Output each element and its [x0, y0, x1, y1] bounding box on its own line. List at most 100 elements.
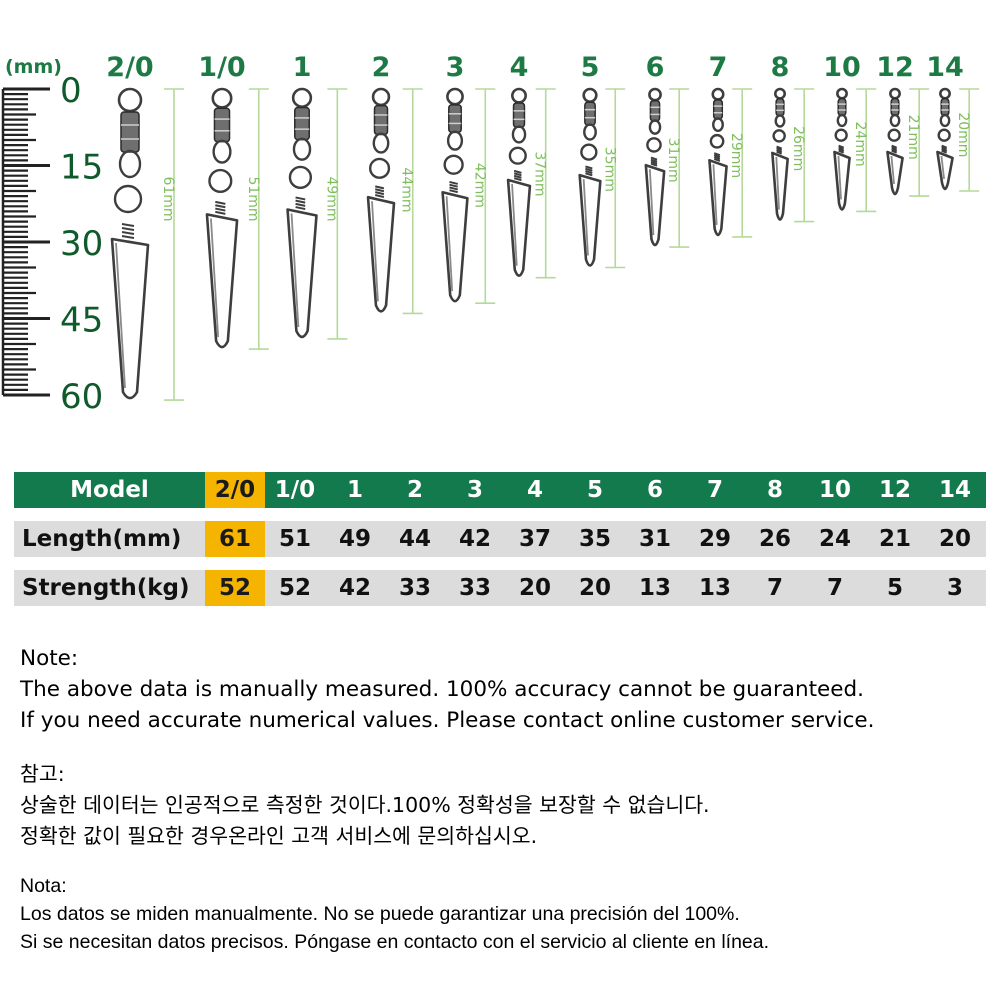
swivel-snap-icon: [886, 87, 904, 196]
swivel-snap-icon: [286, 87, 318, 339]
note-line: 정확한 값이 필요한 경우온라인 고객 서비스에 문의하십시오.: [20, 824, 538, 848]
dimension-line: [669, 88, 690, 248]
ruler-label: 0: [60, 71, 82, 111]
strength-cell: 42: [338, 575, 371, 601]
dimension-line: [164, 88, 184, 401]
measurement-label: 26mm: [790, 126, 806, 171]
spec-table: Model 2/0 1/0 1 2 3 4 5 6 7 8 10 12 14 Length(mm) 61…: [14, 472, 986, 606]
length-cell: 51: [278, 526, 311, 552]
length-label: Length(mm): [22, 526, 182, 552]
measurement-label: 24mm: [852, 122, 868, 167]
swivel-snap-icon: [833, 87, 851, 211]
measurement-label: 49mm: [323, 176, 339, 221]
size-label: 14: [926, 52, 964, 83]
strength-cell: 52: [278, 575, 311, 601]
model-cell: 8: [766, 477, 783, 503]
strength-cell: 3: [946, 575, 963, 601]
model-cell: 10: [818, 477, 851, 503]
dimension-line: [402, 88, 423, 315]
model-cell: 7: [706, 477, 723, 503]
dimension-line: [535, 88, 556, 279]
strength-cell: 7: [826, 575, 843, 601]
dimension-line: [605, 88, 626, 269]
dimension-line: [909, 88, 930, 197]
note-english: Note: The above data is manually measure…: [20, 643, 874, 736]
length-cell: 42: [458, 526, 491, 552]
measurement-label: 20mm: [955, 112, 971, 157]
size-label: 6: [646, 52, 665, 83]
length-cell: 31: [638, 526, 671, 552]
note-title: 참고:: [20, 762, 65, 786]
strength-label: Strength(kg): [22, 575, 190, 601]
model-cell: 5: [586, 477, 603, 503]
swivel-snap-icon: [110, 87, 150, 400]
model-cell: 14: [938, 477, 971, 503]
swivel-snap-icon: [644, 87, 666, 247]
length-cell: 26: [758, 526, 791, 552]
size-label: 3: [446, 52, 465, 83]
note-line: Si se necesitan datos precisos. Póngase …: [20, 931, 770, 953]
dimension-line: [732, 88, 753, 238]
strength-cell: 33: [398, 575, 431, 601]
strength-cell: 33: [458, 575, 491, 601]
dimension-line: [248, 88, 269, 350]
swivel-snap-icon: [708, 87, 728, 237]
measurement-label: 29mm: [728, 133, 744, 178]
dimension-line: [856, 88, 877, 213]
note-line: 상술한 데이터는 인공적으로 측정한 것이다.100% 정확성을 보장할 수 없…: [20, 793, 710, 817]
model-cell: 3: [466, 477, 483, 503]
length-cell: 20: [938, 526, 971, 552]
model-cell: 2/0: [205, 472, 265, 508]
note-korean: 참고: 상술한 데이터는 인공적으로 측정한 것이다.100% 정확성을 보장할…: [20, 759, 710, 852]
strength-row: Strength(kg) 52 52 42 33 33 20 20 13 13 7 7 5 3: [14, 570, 986, 606]
swivel-snap-icon: [441, 87, 469, 303]
size-label: 4: [510, 52, 529, 83]
size-label: 12: [876, 52, 914, 83]
size-label: 2/0: [106, 52, 153, 83]
length-cell: 49: [338, 526, 371, 552]
strength-cell: 7: [766, 575, 783, 601]
size-label: 5: [581, 52, 600, 83]
dimension-line: [794, 88, 815, 223]
note-title: Note:: [20, 646, 79, 671]
unit-label: (mm): [5, 56, 62, 78]
length-cell: 35: [578, 526, 611, 552]
measurement-label: 21mm: [905, 115, 921, 160]
swivel-snap-icon: [366, 87, 396, 313]
dimension-line: [327, 88, 348, 340]
model-cell: 6: [646, 477, 663, 503]
dimension-line: [959, 88, 980, 192]
length-cell: 29: [698, 526, 731, 552]
length-row: Length(mm) 61 51 49 44 42 37 35 31 29 26 24 21 20: [14, 521, 986, 557]
note-title: Nota:: [20, 875, 67, 897]
swivel-snap-icon: [578, 87, 602, 267]
length-cell: 21: [878, 526, 911, 552]
size-label: 7: [709, 52, 728, 83]
swivel-group: 2/0 61mm 1/0 51mm 1 49mm 2 44mm 3 42mm 4 37mm 5 35mm 6…: [106, 52, 980, 401]
measurement-label: 61mm: [160, 176, 176, 221]
ruler: [1, 87, 50, 397]
model-cell: 1/0: [274, 477, 316, 503]
swivel-snap-icon: [771, 87, 789, 221]
model-cell: 1: [346, 477, 363, 503]
measurement-label: 37mm: [532, 151, 548, 196]
length-cell: 44: [398, 526, 431, 552]
size-label: 1: [293, 52, 312, 83]
measurement-label: 35mm: [601, 147, 617, 192]
length-cell: 37: [518, 526, 551, 552]
note-line: Los datos se miden manualmente. No se pu…: [20, 903, 740, 925]
ruler-label: 30: [60, 224, 103, 264]
strength-cell: 13: [698, 575, 731, 601]
ruler-label: 60: [60, 377, 103, 417]
strength-cell: 13: [638, 575, 671, 601]
model-cell: 2: [406, 477, 423, 503]
size-label: 2: [372, 52, 391, 83]
swivel-snap-icon: [506, 87, 532, 277]
strength-cell: 20: [518, 575, 551, 601]
size-label: 8: [771, 52, 790, 83]
length-cell: 24: [818, 526, 851, 552]
strength-cell: 20: [578, 575, 611, 601]
length-cell: 61: [205, 521, 265, 557]
swivel-snap-icon: [205, 87, 239, 349]
